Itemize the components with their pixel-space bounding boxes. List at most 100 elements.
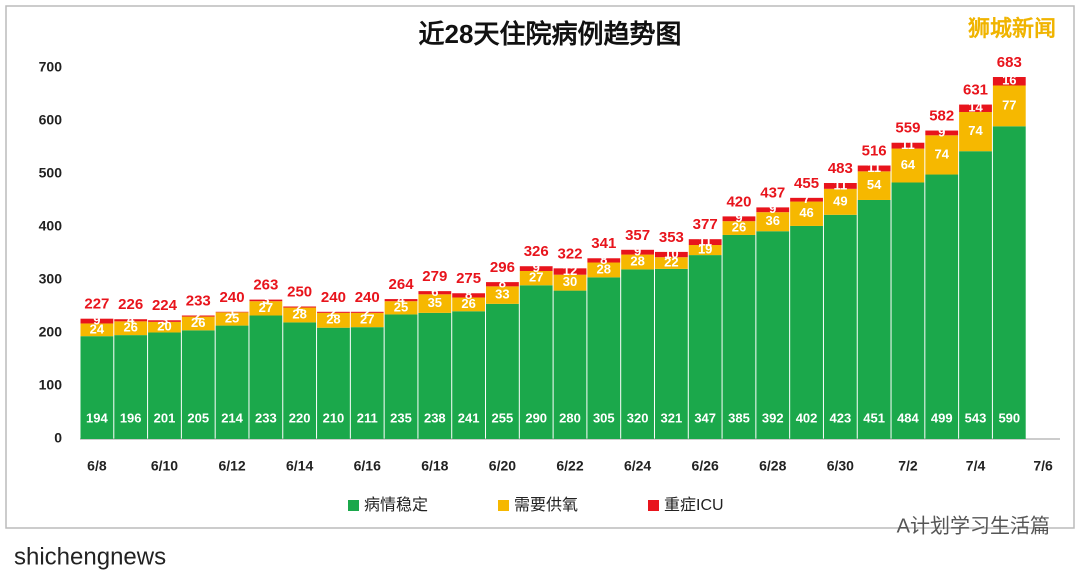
total-label: 296 bbox=[490, 259, 515, 276]
total-label: 559 bbox=[895, 120, 920, 137]
bar-segment bbox=[992, 77, 1026, 86]
x-tick-label: 6/28 bbox=[759, 458, 786, 474]
total-label: 326 bbox=[524, 243, 549, 260]
bar-segment bbox=[80, 323, 114, 337]
total-label: 683 bbox=[997, 54, 1022, 71]
value-label: 305 bbox=[593, 410, 615, 425]
bar-segment bbox=[148, 320, 181, 322]
value-label: 25 bbox=[225, 310, 239, 325]
bar-segment bbox=[553, 290, 587, 439]
value-label: 402 bbox=[796, 410, 818, 425]
total-label: 420 bbox=[726, 193, 751, 210]
bar-segment bbox=[790, 225, 823, 439]
bar-segment bbox=[756, 231, 790, 439]
bar-segment bbox=[283, 322, 317, 439]
value-label: 16 bbox=[1002, 73, 1016, 88]
total-label: 582 bbox=[929, 108, 954, 125]
bar-segment bbox=[959, 151, 992, 439]
x-tick-label: 6/30 bbox=[827, 458, 854, 474]
bar-segment bbox=[215, 325, 249, 439]
bar-segment bbox=[553, 274, 587, 291]
value-label: 64 bbox=[901, 157, 916, 172]
value-label: 11 bbox=[867, 160, 881, 175]
value-label: 280 bbox=[559, 410, 581, 425]
y-tick-label: 0 bbox=[54, 430, 62, 446]
value-label: 28 bbox=[326, 312, 340, 327]
bar-segment bbox=[790, 201, 823, 226]
x-tick-label: 6/24 bbox=[624, 458, 651, 474]
value-label: 205 bbox=[187, 410, 209, 425]
total-label: 322 bbox=[557, 245, 582, 262]
value-label: 27 bbox=[259, 300, 273, 315]
bar-segment bbox=[823, 183, 857, 189]
bar-segment bbox=[891, 148, 925, 183]
bar-segment bbox=[283, 306, 317, 308]
value-label: 211 bbox=[357, 410, 378, 425]
bar-segment bbox=[452, 311, 486, 439]
bar-segment bbox=[857, 199, 891, 439]
bar-segment bbox=[80, 318, 114, 324]
value-label: 9 bbox=[769, 201, 776, 216]
total-label: 227 bbox=[84, 296, 109, 313]
bar-segment bbox=[925, 174, 959, 439]
bar-segment bbox=[114, 321, 148, 336]
value-label: 9 bbox=[735, 210, 742, 225]
x-tick-label: 6/16 bbox=[354, 458, 381, 474]
bar-segment bbox=[722, 216, 756, 222]
watermark: 狮城新闻 bbox=[968, 16, 1056, 41]
value-label: 9 bbox=[93, 313, 100, 328]
value-label: 543 bbox=[965, 410, 987, 425]
legend-label: 需要供氧 bbox=[514, 496, 578, 514]
value-label: 499 bbox=[931, 410, 953, 425]
value-label: 214 bbox=[221, 410, 243, 425]
bar-segment bbox=[587, 277, 621, 439]
x-tick-label: 6/26 bbox=[692, 458, 719, 474]
value-label: 11 bbox=[698, 234, 712, 249]
bar-segment bbox=[688, 245, 722, 256]
bar-segment bbox=[959, 104, 992, 112]
x-tick-label: 6/18 bbox=[421, 458, 448, 474]
legend-swatch bbox=[498, 500, 509, 511]
bar-segment bbox=[891, 142, 925, 149]
bar-segment bbox=[756, 207, 790, 213]
total-label: 224 bbox=[152, 297, 178, 314]
value-label: 54 bbox=[867, 177, 882, 192]
total-label: 250 bbox=[287, 283, 312, 300]
x-tick-label: 7/2 bbox=[898, 458, 918, 474]
bar-segment bbox=[992, 126, 1026, 440]
value-label: 8 bbox=[499, 276, 506, 291]
bar-segment bbox=[823, 188, 857, 215]
bar-segment bbox=[925, 130, 959, 136]
bar-segment bbox=[823, 214, 857, 439]
watermark: shichengnews bbox=[14, 543, 166, 570]
total-label: 631 bbox=[963, 82, 988, 99]
value-label: 74 bbox=[968, 123, 983, 138]
bar-segment bbox=[181, 315, 215, 317]
value-label: 321 bbox=[661, 410, 683, 425]
legend-label: 病情稳定 bbox=[364, 496, 428, 514]
value-label: 241 bbox=[458, 410, 480, 425]
x-tick-label: 7/6 bbox=[1033, 458, 1053, 474]
value-label: 392 bbox=[762, 410, 784, 425]
value-label: 35 bbox=[428, 295, 442, 310]
bar-segment bbox=[959, 111, 992, 152]
value-label: 9 bbox=[533, 260, 540, 275]
total-label: 455 bbox=[794, 175, 819, 192]
bar-segment bbox=[114, 319, 148, 322]
bar-segment bbox=[215, 311, 249, 313]
value-label: 30 bbox=[563, 274, 577, 289]
value-label: 26 bbox=[461, 296, 475, 311]
value-label: 14 bbox=[968, 100, 983, 115]
chart-title: 近28天住院病例趋势图 bbox=[419, 19, 682, 49]
value-label: 347 bbox=[694, 410, 716, 425]
value-label: 4 bbox=[127, 312, 135, 327]
value-label: 77 bbox=[1002, 97, 1016, 112]
bar-segment bbox=[587, 258, 621, 263]
value-label: 74 bbox=[934, 146, 949, 161]
watermark: A计划学习生活篇 bbox=[897, 514, 1050, 537]
bar-segment bbox=[181, 330, 215, 439]
x-tick-label: 6/8 bbox=[87, 458, 107, 474]
total-label: 264 bbox=[389, 276, 415, 293]
value-label: 320 bbox=[627, 410, 649, 425]
